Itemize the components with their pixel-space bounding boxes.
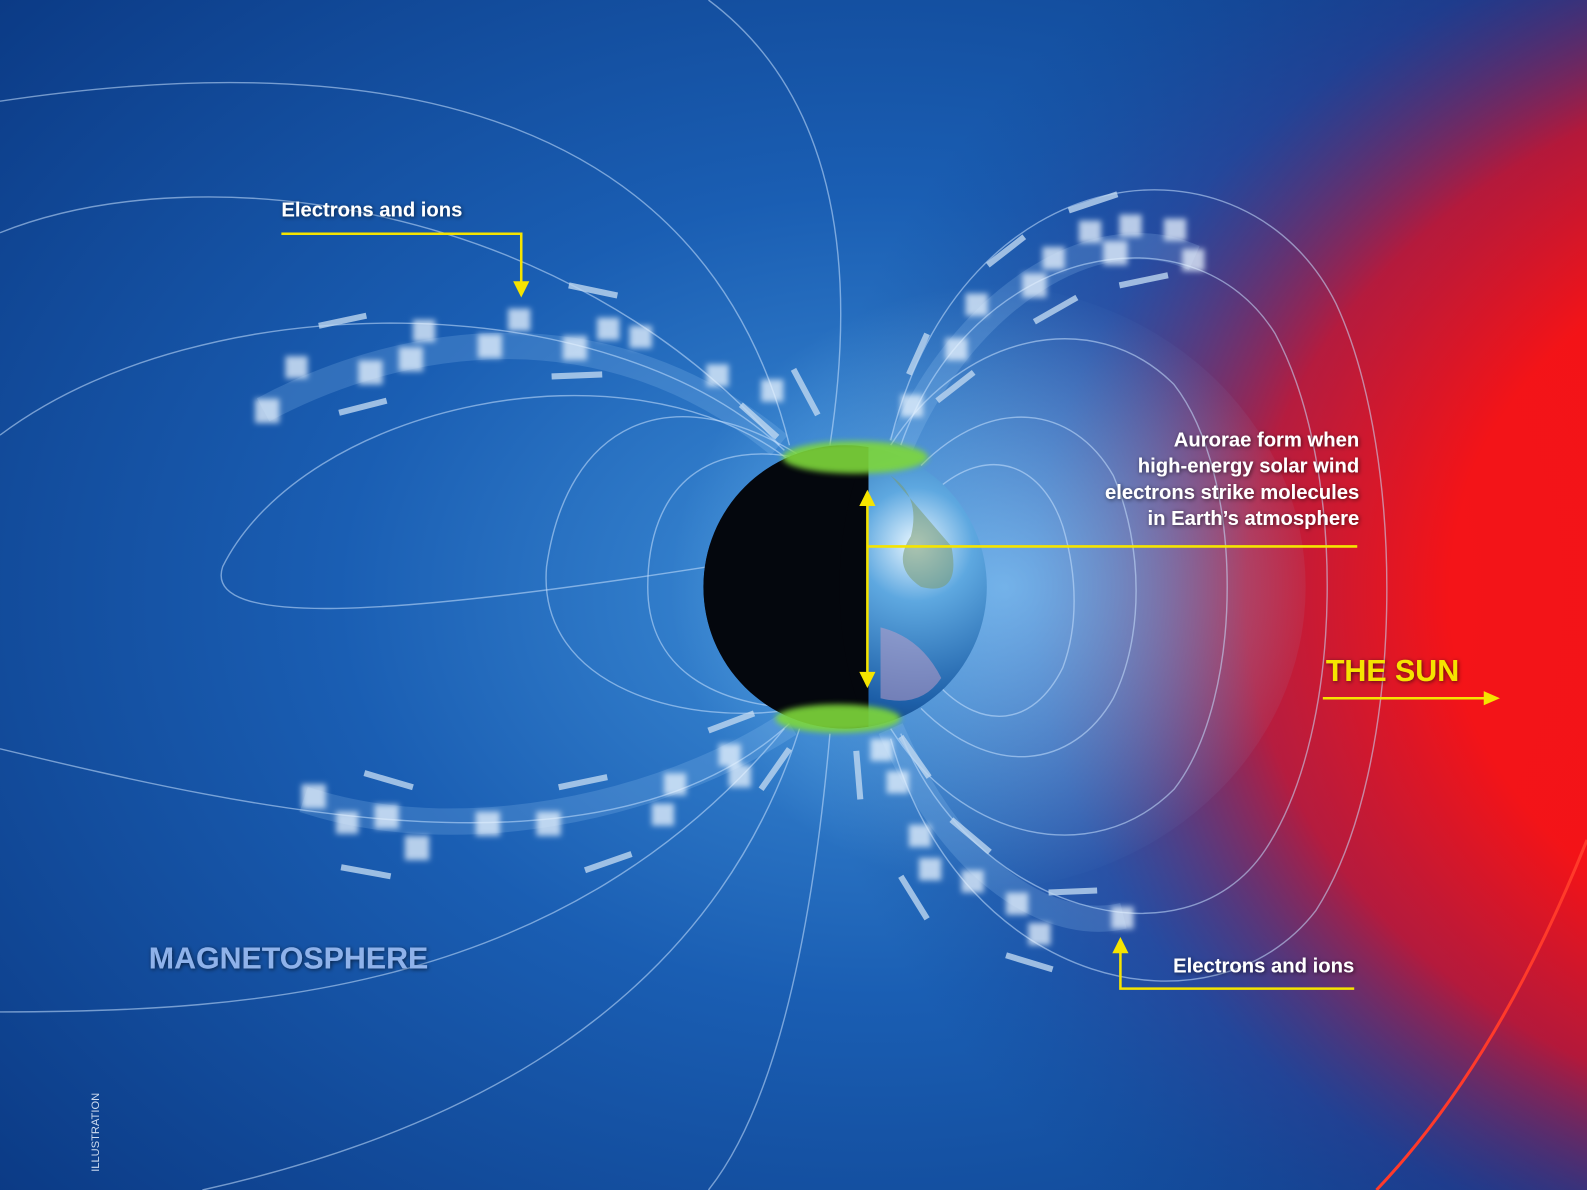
particles <box>255 214 1205 946</box>
flow-arrows <box>318 191 1169 973</box>
label-aurorae: electrons strike molecules <box>1105 482 1359 504</box>
annotation-lines <box>281 232 1500 990</box>
credit: ILLUSTRATION <box>90 1093 102 1172</box>
earth <box>703 441 987 733</box>
bow-shock <box>1375 839 1587 1190</box>
label-aurorae: high-energy solar wind <box>1138 456 1360 478</box>
label-electrons-bottom: Electrons and ions <box>1173 955 1354 977</box>
label-electrons-top: Electrons and ions <box>281 200 462 222</box>
labels: Electrons and ions Aurorae form when hig… <box>149 200 1459 978</box>
label-magnetosphere: MAGNETOSPHERE <box>149 942 428 975</box>
label-sun: THE SUN <box>1326 655 1459 688</box>
label-aurorae: in Earth’s atmosphere <box>1147 508 1359 530</box>
label-aurorae: Aurorae form when <box>1174 429 1360 451</box>
